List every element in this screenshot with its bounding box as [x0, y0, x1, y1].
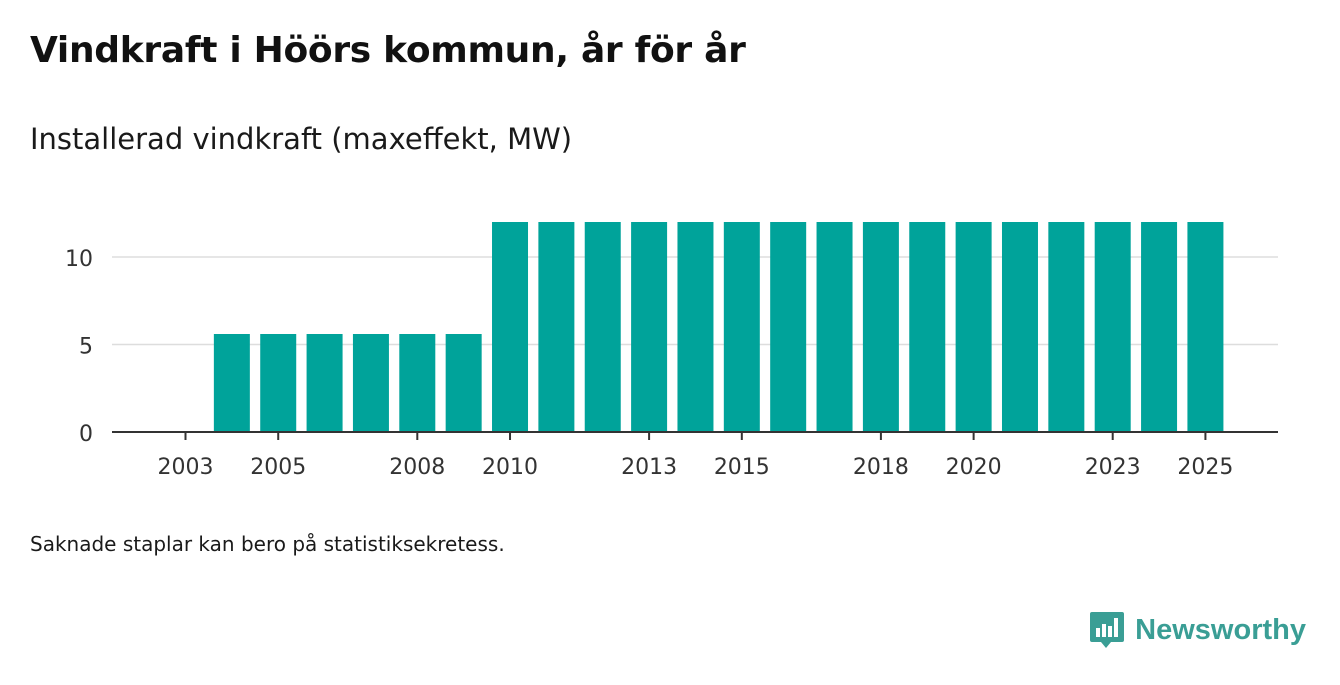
bar-2009 [445, 334, 482, 432]
x-tick-label-2010: 2010 [482, 455, 538, 480]
bar-2021 [1001, 222, 1038, 432]
brand-name: Newsworthy [1135, 613, 1306, 646]
bar-2005 [260, 334, 297, 432]
bars [213, 222, 1224, 432]
bar-2011 [538, 222, 575, 432]
x-tick-label-2003: 2003 [158, 455, 214, 480]
bar-2016 [770, 222, 807, 432]
y-axis-labels: 0 5 10 [65, 247, 93, 447]
bar-2006 [306, 334, 343, 432]
y-tick-label-0: 0 [79, 422, 93, 447]
x-tick-label-2023: 2023 [1085, 455, 1141, 480]
x-tick-label-2008: 2008 [389, 455, 445, 480]
bar-2017 [816, 222, 853, 432]
x-tick-label-2020: 2020 [946, 455, 1002, 480]
bar-2008 [399, 334, 436, 432]
bar-2023 [1094, 222, 1131, 432]
x-tick-label-2005: 2005 [250, 455, 306, 480]
chart-subtitle: Installerad vindkraft (maxeffekt, MW) [30, 122, 573, 156]
bar-2007 [352, 334, 389, 432]
bar-2018 [862, 222, 899, 432]
bar-2004 [213, 334, 250, 432]
bar-2010 [492, 222, 529, 432]
x-axis-labels: 2003 2005 2008 2010 2013 2015 2018 2020 2023 2025 [158, 455, 1234, 480]
x-tick-label-2025: 2025 [1177, 455, 1233, 480]
bar-2024 [1141, 222, 1178, 432]
bar-chart: 0 5 10 2003 2005 2008 2010 2013 2015 2018 2020 202… [65, 222, 1278, 480]
brand-logo[interactable]: Newsworthy [1089, 610, 1306, 650]
bar-2015 [723, 222, 760, 432]
x-tick-label-2015: 2015 [714, 455, 770, 480]
x-tick-label-2013: 2013 [621, 455, 677, 480]
bar-2019 [909, 222, 946, 432]
x-axis [112, 431, 1278, 440]
y-tick-label-5: 5 [79, 335, 93, 360]
bar-2025 [1187, 222, 1224, 432]
bar-2020 [955, 222, 992, 432]
bar-2012 [584, 222, 621, 432]
bar-2013 [631, 222, 668, 432]
chart-title: Vindkraft i Höörs kommun, år för år [30, 30, 746, 71]
bar-2022 [1048, 222, 1085, 432]
bar-2014 [677, 222, 714, 432]
x-tick-label-2018: 2018 [853, 455, 909, 480]
y-tick-label-10: 10 [65, 247, 93, 272]
footnote: Saknade staplar kan bero på statistiksek… [30, 532, 505, 556]
newsworthy-logo-icon [1090, 612, 1125, 648]
